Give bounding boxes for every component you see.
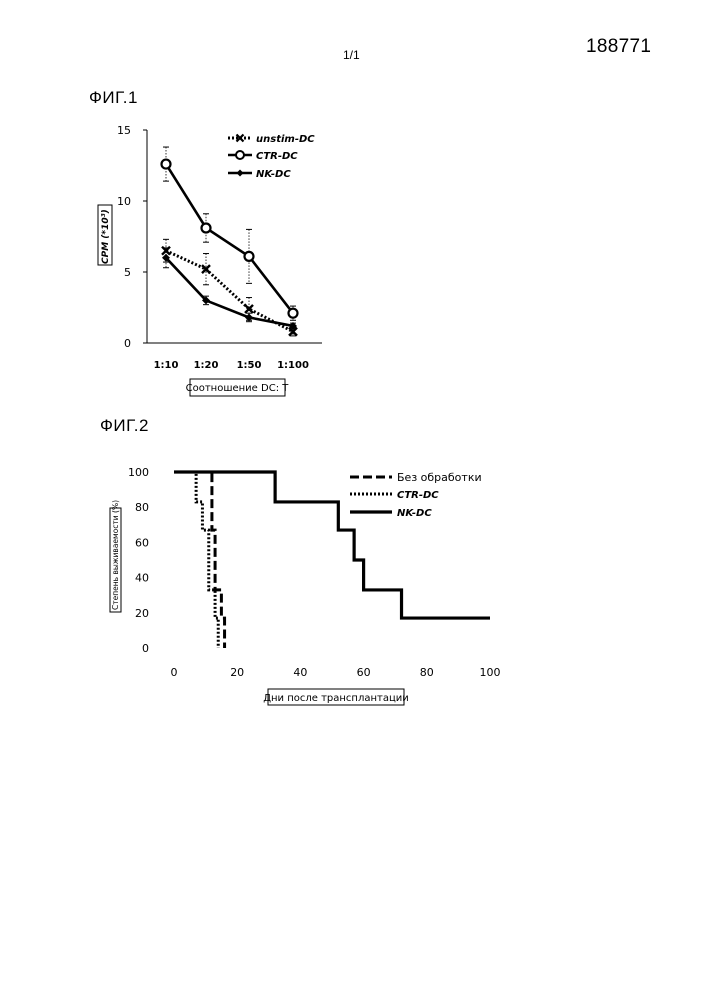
chart-1-ylabel: CPM (*10³) (97, 204, 113, 266)
chart-1-legend: unstim-DC CTR-DC NK-DC (228, 133, 315, 180)
chart-1-legend-item: unstim-DC (228, 133, 315, 145)
chart-2-series-3 (174, 470, 490, 620)
chart-2-series-1 (174, 470, 227, 648)
chart-1-y-tick-label: 5 (124, 266, 131, 279)
chart-1-legend-item: CTR-DC (228, 150, 298, 162)
chart-2-y-tick-label: 100 (128, 466, 149, 479)
chart-1-x-tick-label: 1:10 (154, 360, 179, 371)
chart-2-legend-label: Без обработки (397, 471, 482, 484)
chart-2-xlabel: Дни после трансплантации (263, 688, 409, 706)
chart-1-legend-label: NK-DC (256, 169, 291, 180)
chart-1-point (245, 313, 253, 322)
chart-1-series-line (164, 163, 295, 314)
chart-1-legend-marker (236, 169, 244, 177)
chart-1-legend-item: NK-DC (228, 169, 291, 180)
chart-1-legend-marker (235, 150, 245, 160)
chart-1-xlabel-text: Соотношение DC: T (186, 383, 290, 394)
chart-2-series (174, 470, 490, 648)
chart-2-y-tick-label: 80 (135, 501, 149, 514)
chart-1-point (289, 321, 297, 330)
chart-1-point (201, 264, 211, 275)
chart-2-x-tick-label: 0 (171, 666, 178, 679)
chart-2-y-tick-label: 40 (135, 572, 149, 585)
chart-2-legend-label: NK-DC (397, 508, 432, 519)
chart-1-point (287, 307, 299, 319)
chart-2-y-tick-label: 60 (135, 536, 149, 549)
chart-1-y-tick-label: 10 (117, 195, 131, 208)
chart-1-legend-label: unstim-DC (256, 134, 315, 145)
figure-1-label: ФИГ.1 (89, 88, 138, 107)
chart-1-xlabel: Соотношение DC: T (186, 378, 290, 397)
chart-2-legend: Без обработки CTR-DC NK-DC (350, 471, 482, 519)
chart-2-xlabel-text: Дни после трансплантации (263, 693, 409, 704)
chart-2-x-tick-label: 40 (293, 666, 307, 679)
chart-2-series-line (174, 470, 220, 648)
chart-1-axes: 0 5 10 15 1:10 1:20 1:50 1:100 (117, 124, 322, 371)
chart-1-point (160, 158, 172, 170)
chart-1-legend-marker (235, 133, 245, 143)
chart-1-series (160, 146, 299, 337)
chart-2-ylabel: Степень выживаемости (%) (109, 500, 122, 613)
chart-2-legend-item: NK-DC (350, 508, 432, 519)
chart-2-x-tick-label: 60 (357, 666, 371, 679)
chart-1-y-tick-label: 15 (117, 124, 131, 137)
chart-2-legend-label: CTR-DC (397, 490, 439, 501)
chart-1-series-line (165, 249, 294, 333)
chart-1-point (162, 253, 170, 262)
chart-1-series-nk-dc (162, 247, 297, 330)
chart-1-series-line (165, 256, 294, 328)
chart-1-series-unstim-dc (161, 238, 298, 337)
chart-2-axes: 0 20 40 60 80 100 0 20 40 60 80 100 (128, 466, 501, 679)
chart-2-series-line (174, 470, 490, 620)
chart-1-x-tick-label: 1:100 (277, 360, 309, 371)
chart-1-series-ctr-dc (160, 146, 299, 321)
page-number: 188771 (586, 36, 652, 57)
chart-2-legend-item: CTR-DC (350, 490, 439, 501)
chart-2-legend-item: Без обработки (350, 471, 482, 484)
chart-2-ylabel-text: Степень выживаемости (%) (111, 500, 120, 610)
chart-1-y-tick-label: 0 (124, 337, 131, 350)
chart-1-point (243, 250, 255, 262)
chart-1-ylabel-text: CPM (*10³) (101, 209, 111, 264)
chart-1-x-tick-label: 1:50 (237, 360, 262, 371)
chart-2-x-tick-label: 80 (420, 666, 434, 679)
chart-2-series-2 (174, 470, 220, 648)
chart-2-series-line (174, 470, 227, 648)
chart-1-point (244, 304, 254, 314)
chart-1-point (202, 296, 210, 305)
chart-2-y-tick-label: 20 (135, 607, 149, 620)
chart-1-legend-label: CTR-DC (256, 151, 298, 162)
chart-2-x-tick-label: 100 (480, 666, 501, 679)
chart-2-x-tick-label: 20 (230, 666, 244, 679)
figure-2-label: ФИГ.2 (100, 416, 149, 435)
chart-1-x-tick-label: 1:20 (194, 360, 219, 371)
chart-1-point (200, 222, 212, 234)
page-count: 1/1 (343, 48, 360, 62)
chart-2-y-tick-label: 0 (142, 642, 149, 655)
